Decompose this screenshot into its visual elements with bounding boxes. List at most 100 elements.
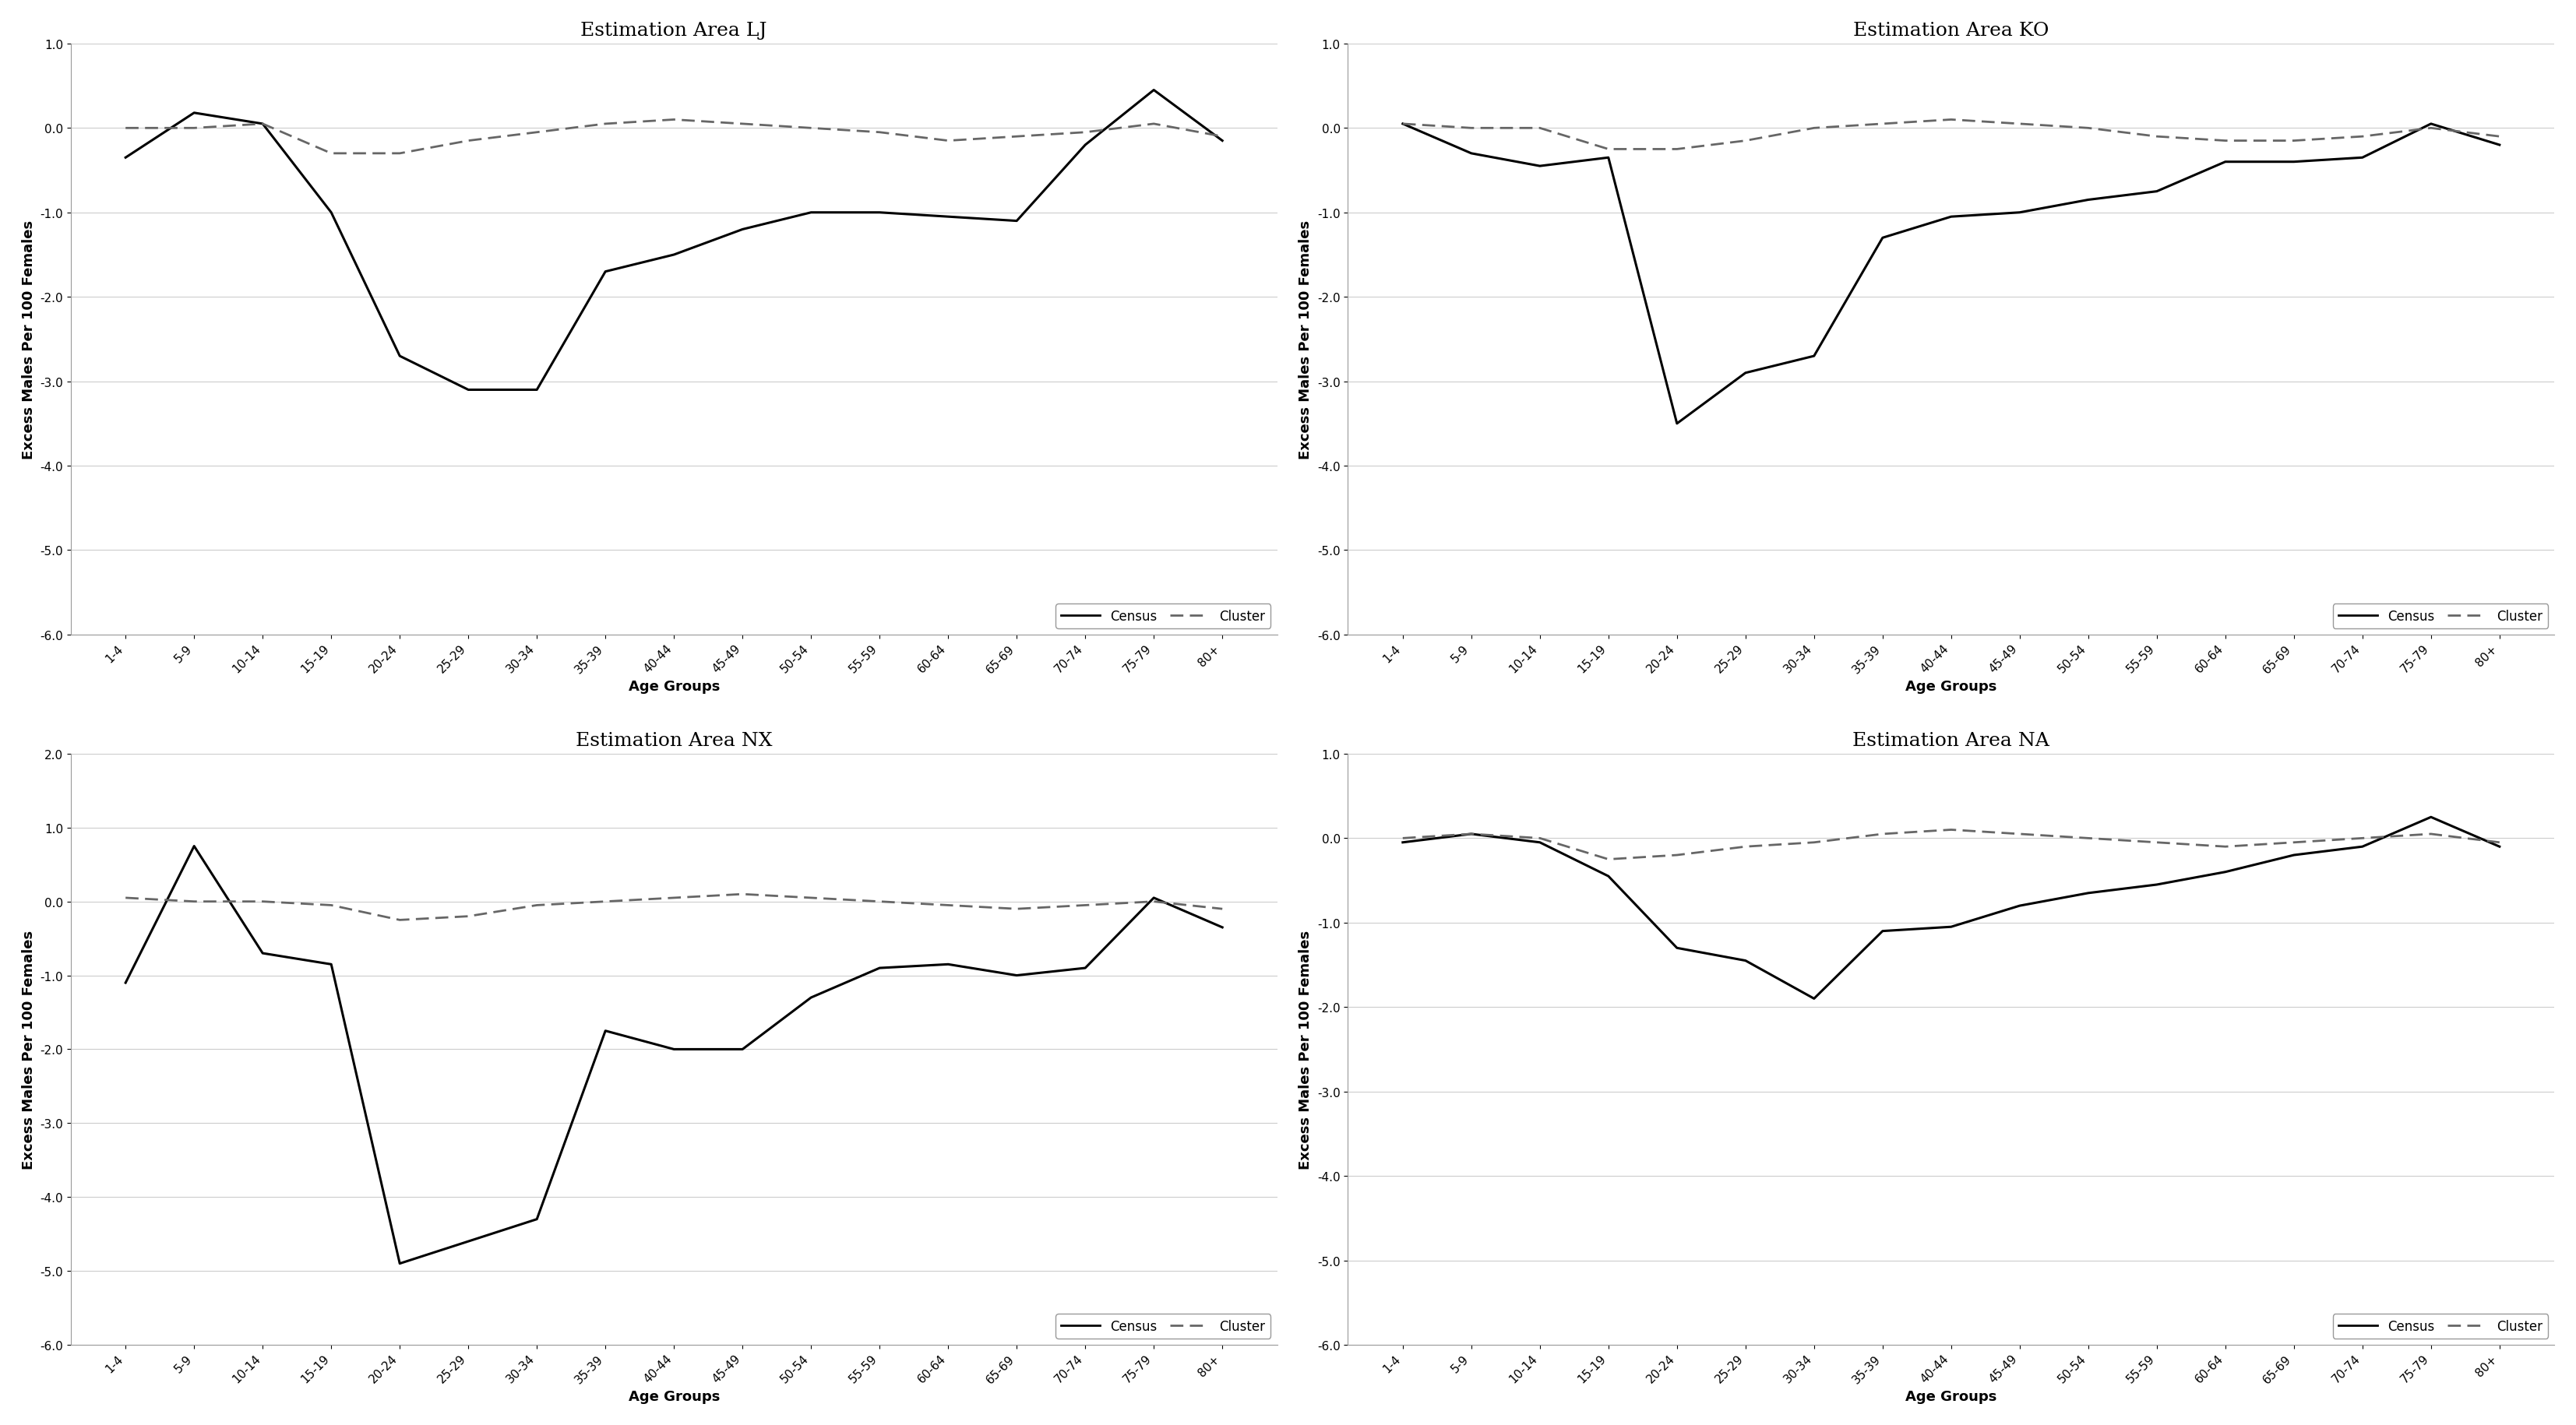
Line: Census: Census — [126, 91, 1224, 390]
Cluster — [2074, 120, 2105, 137]
Census — [2141, 184, 2172, 201]
Cluster — [2210, 838, 2241, 855]
Census — [1935, 919, 1965, 936]
Census — [1935, 208, 1965, 225]
Census — [2074, 885, 2105, 902]
Legend: Census, Cluster: Census, Cluster — [1056, 604, 1270, 628]
Cluster — [520, 124, 551, 141]
Census — [2416, 809, 2447, 826]
Cluster — [933, 896, 963, 913]
Cluster — [863, 893, 894, 911]
Census — [1662, 416, 1692, 433]
Census — [178, 838, 209, 855]
Cluster — [796, 889, 827, 906]
Cluster — [2277, 834, 2308, 851]
Census — [1798, 348, 1829, 365]
Cluster — [1208, 901, 1239, 918]
Census — [2483, 838, 2514, 855]
Y-axis label: Excess Males Per 100 Females: Excess Males Per 100 Females — [21, 931, 36, 1168]
Cluster — [2074, 829, 2105, 846]
Cluster — [1592, 141, 1623, 158]
Cluster — [384, 145, 415, 162]
Line: Census: Census — [126, 846, 1224, 1264]
Y-axis label: Excess Males Per 100 Females: Excess Males Per 100 Females — [21, 219, 36, 459]
Census — [520, 382, 551, 399]
Census — [933, 956, 963, 973]
X-axis label: Age Groups: Age Groups — [1906, 680, 1996, 694]
Cluster — [1208, 128, 1239, 145]
Cluster — [726, 886, 757, 903]
Census — [111, 975, 142, 992]
Cluster — [1935, 821, 1965, 838]
Cluster — [863, 124, 894, 141]
Census — [1388, 115, 1419, 133]
Cluster — [2004, 825, 2035, 842]
Census — [1525, 834, 1556, 851]
Census — [863, 959, 894, 976]
X-axis label: Age Groups: Age Groups — [1906, 1389, 1996, 1404]
Title: Estimation Area NA: Estimation Area NA — [1852, 731, 2050, 750]
Cluster — [1002, 901, 1033, 918]
Census — [1868, 229, 1899, 247]
Census — [796, 989, 827, 1006]
Cluster — [178, 120, 209, 137]
Census — [726, 1040, 757, 1057]
Cluster — [1662, 846, 1692, 864]
Census — [2277, 154, 2308, 171]
Cluster — [1388, 829, 1419, 846]
Cluster — [1388, 115, 1419, 133]
Cluster — [1868, 115, 1899, 133]
Census — [384, 1255, 415, 1273]
X-axis label: Age Groups: Age Groups — [629, 680, 719, 694]
Census — [1208, 919, 1239, 936]
Cluster — [2210, 133, 2241, 150]
Census — [1662, 939, 1692, 956]
Cluster — [590, 115, 621, 133]
Census — [2004, 205, 2035, 222]
Cluster — [590, 893, 621, 911]
Cluster — [520, 896, 551, 913]
Census — [2074, 192, 2105, 209]
Cluster — [1525, 120, 1556, 137]
Census — [2277, 846, 2308, 864]
Cluster — [1731, 838, 1762, 855]
Census — [659, 1040, 690, 1057]
Census — [1069, 959, 1100, 976]
Cluster — [796, 120, 827, 137]
Cluster — [1592, 851, 1623, 868]
Census — [453, 1233, 484, 1250]
Census — [2347, 838, 2378, 855]
Census — [863, 205, 894, 222]
Cluster — [1798, 120, 1829, 137]
Census — [1139, 889, 1170, 906]
Line: Cluster: Cluster — [126, 895, 1224, 921]
Cluster — [2416, 825, 2447, 842]
Cluster — [2483, 128, 2514, 145]
Legend: Census, Cluster: Census, Cluster — [1056, 1314, 1270, 1338]
Census — [247, 945, 278, 962]
Census — [590, 264, 621, 281]
Cluster — [2004, 115, 2035, 133]
Title: Estimation Area NX: Estimation Area NX — [574, 731, 773, 750]
Cluster — [2141, 834, 2172, 851]
Census — [2004, 898, 2035, 915]
Census — [2416, 115, 2447, 133]
Cluster — [111, 120, 142, 137]
Census — [2210, 864, 2241, 881]
Cluster — [2141, 128, 2172, 145]
Cluster — [453, 133, 484, 150]
Cluster — [317, 896, 348, 913]
Line: Census: Census — [1404, 124, 2499, 425]
Cluster — [1525, 829, 1556, 846]
Census — [1731, 365, 1762, 382]
Cluster — [1139, 115, 1170, 133]
Census — [1868, 923, 1899, 941]
Cluster — [247, 893, 278, 911]
Census — [726, 221, 757, 238]
Cluster — [726, 115, 757, 133]
Cluster — [1455, 825, 1486, 842]
Census — [178, 105, 209, 123]
Census — [590, 1022, 621, 1039]
Census — [1798, 990, 1829, 1007]
Cluster — [1868, 825, 1899, 842]
